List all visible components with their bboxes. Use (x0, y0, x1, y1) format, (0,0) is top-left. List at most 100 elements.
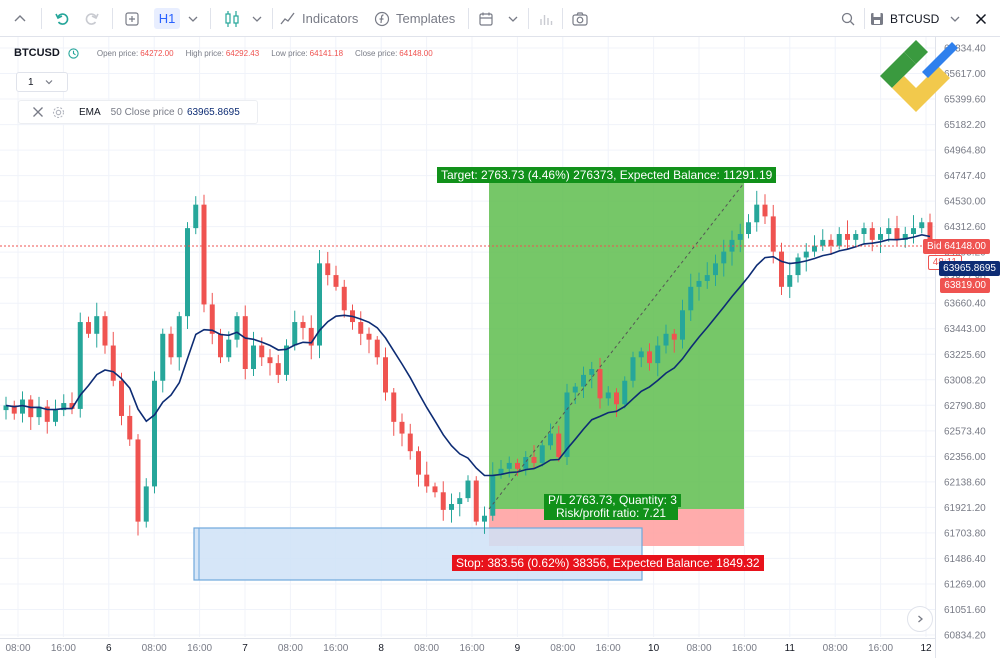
candle-body (449, 504, 454, 510)
price-tick-label: 65182.20 (944, 120, 986, 131)
candle-body (589, 369, 595, 375)
trend-dashed-line (488, 182, 745, 510)
time-tick-label: 16:00 (868, 643, 893, 654)
candle-body (341, 286, 347, 311)
candle-body (176, 316, 182, 358)
chevron-down-icon[interactable] (248, 0, 266, 37)
candle-body (465, 480, 471, 499)
candle-body (622, 380, 628, 405)
risk-ratio-label[interactable]: Risk/profit ratio: 7.21 (544, 507, 679, 520)
candle-body (416, 451, 421, 475)
templates-label: Templates (396, 11, 456, 26)
candle-body (300, 322, 306, 328)
legend-symbol: BTCUSD (14, 47, 60, 59)
candle-body (325, 263, 331, 276)
candle-body (803, 251, 809, 258)
candle-body (911, 228, 916, 235)
candle-body (28, 399, 34, 418)
close-icon[interactable] (968, 0, 994, 37)
target-label[interactable]: Target: 2763.73 (4.46%) 276373, Expected… (437, 167, 777, 183)
candle-body (292, 322, 298, 346)
price-chart[interactable]: 65834.40 65617.00 65399.60 65182.20 64964.80… (0, 37, 1000, 658)
symbol-label: BTCUSD (890, 11, 940, 26)
candle-body (638, 351, 644, 358)
pl-label[interactable]: P/L 2763.73, Quantity: 3 (544, 494, 681, 507)
candle-body (168, 333, 174, 358)
price-tick-label: 61051.60 (944, 605, 986, 616)
time-tick-label: 6 (106, 643, 112, 654)
candle-body (927, 222, 933, 246)
timeframe-button[interactable]: H1 (152, 0, 182, 37)
candle-body (127, 415, 133, 440)
candle-body (696, 280, 702, 287)
symbol-button[interactable]: BTCUSD (870, 0, 948, 37)
candle-body (531, 457, 537, 463)
templates-button[interactable]: Templates (374, 0, 466, 37)
gear-icon[interactable] (52, 106, 65, 119)
bar-chart-icon[interactable] (536, 0, 556, 37)
chevron-down-icon[interactable] (948, 0, 962, 37)
price-tick-label: 63443.00 (944, 324, 986, 335)
search-icon[interactable] (837, 0, 859, 37)
candle-body (275, 363, 281, 375)
candle-body (919, 222, 925, 229)
brand-logo-icon (880, 40, 958, 112)
candle-body (143, 486, 149, 522)
chevron-down-icon[interactable] (504, 0, 522, 37)
undo-icon[interactable] (50, 0, 74, 37)
camera-icon[interactable] (570, 0, 590, 37)
scroll-to-realtime-button[interactable] (907, 606, 933, 632)
save-icon (871, 12, 883, 25)
candle-body (135, 439, 141, 522)
chart-area[interactable]: 65834.40 65617.00 65399.60 65182.20 64964.80… (0, 37, 1000, 658)
candle-body (655, 345, 661, 364)
candle-body (779, 251, 784, 287)
candles-icon[interactable] (220, 0, 244, 37)
candle-body (506, 462, 512, 469)
chevron-down-icon (45, 80, 52, 85)
candle-body (894, 228, 900, 240)
time-tick-label: 16:00 (596, 643, 621, 654)
candle-body (572, 386, 578, 393)
chevron-down-icon[interactable] (184, 0, 202, 37)
candle-body (845, 234, 850, 240)
price-tick-label: 65399.60 (944, 95, 986, 106)
candle-body (515, 462, 520, 469)
ema-line (5, 233, 931, 477)
candle-body (820, 239, 826, 246)
close-icon[interactable] (32, 106, 44, 118)
timeframe-label: H1 (153, 8, 181, 29)
time-tick-label: 16:00 (732, 643, 757, 654)
candle-body (358, 322, 364, 334)
price-tick-label: 60834.20 (944, 631, 986, 642)
low-value: 64141.18 (309, 48, 344, 58)
price-tick-label: 63660.40 (944, 299, 986, 310)
templates-icon (374, 11, 390, 26)
stop-label[interactable]: Stop: 383.56 (0.62%) 38356, Expected Bal… (452, 555, 764, 571)
price-tick-label: 64530.00 (944, 197, 986, 208)
open-value: 64272.00 (140, 48, 174, 58)
candle-body (242, 316, 248, 370)
price-tick-label: 61269.00 (944, 579, 986, 590)
chevron-up-icon[interactable] (8, 0, 32, 37)
redo-icon[interactable] (80, 0, 104, 37)
range-selection-box (193, 527, 643, 581)
time-tick-label: 08:00 (550, 643, 575, 654)
high-value: 64292.43 (225, 48, 260, 58)
time-tick-label: 16:00 (323, 643, 348, 654)
candle-body (556, 433, 562, 458)
candle-body (251, 345, 256, 370)
candle-body (20, 399, 25, 414)
candle-body (828, 239, 834, 246)
candle-body (886, 228, 892, 235)
calendar-icon[interactable] (476, 0, 496, 37)
add-symbol-icon[interactable] (120, 0, 144, 37)
toolbar-divider (272, 8, 273, 29)
interval-select[interactable]: 1 (16, 72, 68, 92)
candle-body (688, 286, 694, 311)
price-tick-label: 62356.00 (944, 452, 986, 463)
indicators-button[interactable]: Indicators (280, 0, 365, 37)
indicator-params: 50 Close price 0 (110, 106, 183, 118)
candle-body (647, 351, 652, 364)
candle-body (218, 333, 223, 358)
